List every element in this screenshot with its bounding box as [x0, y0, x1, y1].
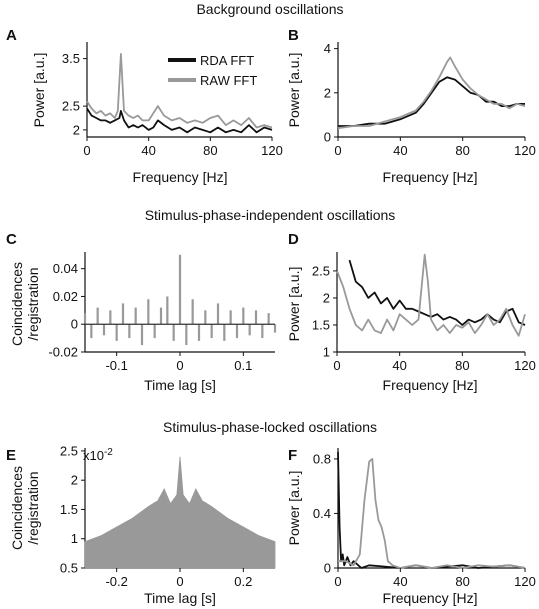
x-axis-label: Frequency [Hz]: [383, 590, 478, 606]
y-tick-label: 2: [324, 85, 331, 100]
y-tick-label: 1.5: [60, 502, 78, 517]
panel-letter-a: A: [6, 27, 17, 44]
panel-letter-c: C: [6, 231, 17, 248]
x-tick-label: 40: [393, 574, 407, 589]
panel-a: A 0 40 80 120 2 2.5 3.5 Frequency [Hz] Power [a.u…: [6, 27, 283, 185]
x-tick-label: 80: [455, 143, 469, 158]
x-tick-label: 120: [514, 574, 536, 589]
y-tick-label: 2.5: [312, 263, 330, 278]
y-axis-label-line2: /registration: [25, 267, 41, 340]
x-tick-label: 40: [141, 143, 155, 158]
panel-f: F 0 40 80 120 0 0.4 0.8 Frequency [Hz] Power [a.u…: [286, 447, 536, 606]
y-tick-label: 2: [71, 473, 78, 488]
y-tick-label: 0.4: [313, 506, 331, 521]
y-axis-label: Power [a.u.]: [286, 471, 302, 546]
x-axis-label: Frequency [Hz]: [383, 377, 478, 393]
line-series-rda-fft: [337, 452, 526, 569]
panel-e: E -0.2 0 0.2 0.5 1 1.5 2 2.5 Time lag [s] Coincide…: [6, 443, 276, 606]
line-series-raw-fft: [338, 458, 526, 569]
y-tick-label: 2.5: [62, 99, 80, 114]
y-tick-label: 0.04: [53, 261, 78, 276]
x-tick-label: -0.1: [105, 358, 127, 373]
line-series-raw-fft: [336, 253, 526, 337]
section-title-phase-independent: Stimulus-phase-independent oscillations: [145, 207, 396, 223]
area-series: [84, 456, 276, 569]
y-axis-label: Coincidences: [9, 466, 25, 550]
x-tick-label: 80: [203, 143, 217, 158]
x-tick-label: 0.1: [234, 358, 252, 373]
y-axis-label: Power [a.u.]: [31, 53, 47, 128]
x-tick-label: 120: [261, 143, 283, 158]
x-tick-label: 0: [176, 358, 183, 373]
series-bars: [83, 254, 277, 346]
line-series-raw-fft: [337, 56, 526, 130]
x-axis-label: Time lag [s]: [144, 377, 216, 393]
y-tick-label: 2: [323, 290, 330, 305]
y-multiplier-label: x10-2: [83, 447, 113, 463]
x-axis-label: Frequency [Hz]: [133, 169, 228, 185]
legend-label-raw: RAW FFT: [200, 73, 257, 88]
x-tick-label: 0.2: [234, 574, 252, 589]
x-tick-label: 0: [334, 574, 341, 589]
y-tick-label: 3.5: [62, 51, 80, 66]
section-title-background: Background oscillations: [196, 1, 343, 17]
x-tick-label: 120: [514, 358, 536, 373]
legend-label-rda: RDA FFT: [200, 53, 254, 68]
panel-d: D 0 40 80 120 1 1.5 2 2.5 Frequency [Hz] Power [a.…: [286, 231, 536, 393]
y-tick-label: 2: [73, 122, 80, 137]
y-tick-label: 4: [324, 41, 331, 56]
x-tick-label: 0: [176, 574, 183, 589]
line-series-rda-fft: [348, 259, 526, 326]
x-tick-label: 80: [455, 358, 469, 373]
y-axis-label-line2: /registration: [25, 471, 41, 544]
x-tick-label: 120: [514, 143, 536, 158]
x-tick-label: 0: [333, 358, 340, 373]
section-title-phase-locked: Stimulus-phase-locked oscillations: [163, 419, 377, 435]
x-axis-label: Frequency [Hz]: [383, 169, 478, 185]
legend: RDA FFT RAW FFT: [168, 53, 257, 88]
x-tick-label: 40: [393, 143, 407, 158]
x-tick-label: 40: [392, 358, 406, 373]
y-tick-label: 0.8: [313, 451, 331, 466]
y-axis-label: Coincidences: [9, 262, 25, 346]
y-tick-label: -0.02: [48, 345, 78, 360]
x-tick-label: 0: [83, 143, 90, 158]
y-tick-label: 0: [324, 561, 331, 576]
y-tick-label: 0.02: [53, 289, 78, 304]
panel-letter-e: E: [6, 447, 16, 464]
panel-c: C -0.1 0 0.1 -0.02 0 0.02 0.04 Time lag [s] Coinc…: [6, 231, 277, 393]
panel-letter-f: F: [288, 447, 297, 464]
y-tick-label: 0.5: [60, 561, 78, 576]
y-tick-label: 1: [323, 345, 330, 360]
y-axis-label: Power [a.u.]: [286, 53, 302, 128]
x-tick-label: 80: [455, 574, 469, 589]
panel-letter-b: B: [288, 27, 299, 44]
x-tick-label: 0: [334, 143, 341, 158]
panel-letter-d: D: [288, 231, 299, 248]
x-axis-label: Time lag [s]: [144, 590, 216, 606]
line-series-raw-fft: [86, 53, 273, 129]
y-tick-label: 0: [324, 130, 331, 145]
line-series-rda-fft: [86, 108, 273, 134]
y-tick-label: 0: [71, 317, 78, 332]
panel-b: B 0 40 80 120 0 2 4 Frequency [Hz] Power [a.u.]: [286, 27, 536, 185]
y-tick-label: 1: [71, 531, 78, 546]
y-axis-label: Power [a.u.]: [286, 267, 302, 342]
y-tick-label: 1.5: [312, 317, 330, 332]
y-tick-label: 2.5: [60, 443, 78, 458]
x-tick-label: -0.2: [105, 574, 127, 589]
line-series-rda-fft: [338, 76, 525, 127]
